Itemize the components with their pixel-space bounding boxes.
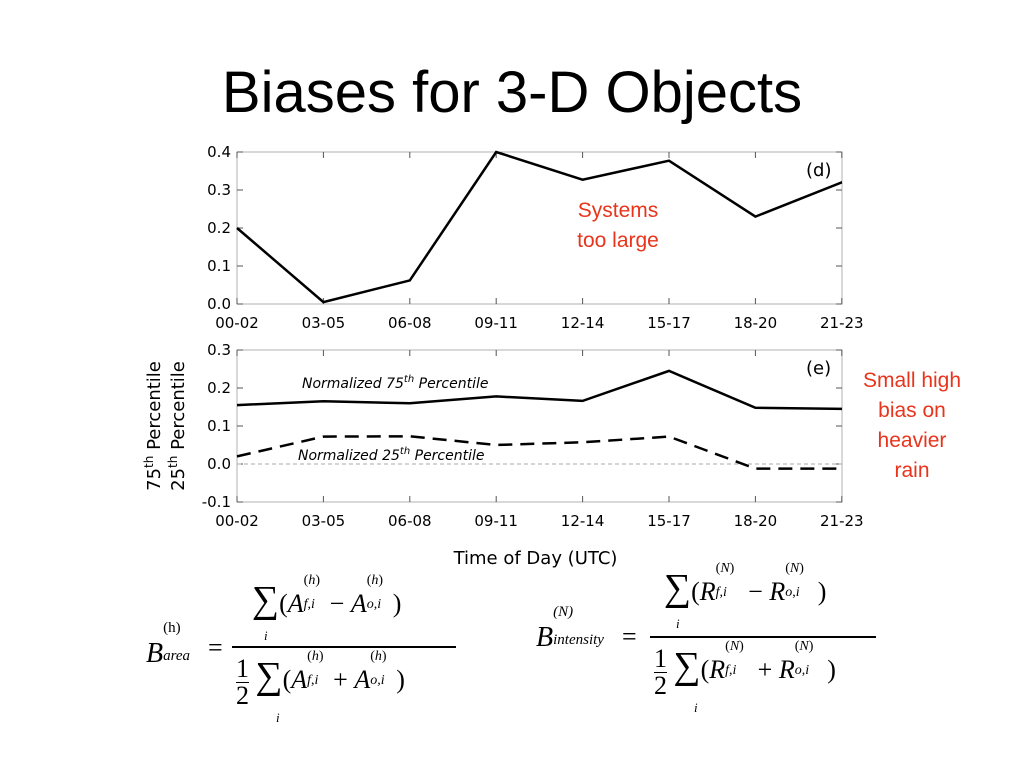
y-tick-label: 0.0 [207, 295, 231, 313]
intensity-bias-note: Small high bias on heavier rain [842, 366, 982, 486]
y-tick-label: -0.1 [202, 493, 231, 511]
panel-label: (e) [806, 358, 831, 379]
x-tick-label: 15-17 [647, 314, 691, 332]
panel-label: (d) [806, 160, 831, 181]
intensity-note-line-2: bias on [878, 399, 946, 422]
formula-intensity-lhs: B (N) intensity [536, 604, 604, 654]
x-tick-label: 18-20 [734, 314, 778, 332]
formula-intensity-equals: = [622, 622, 637, 651]
x-tick-label: 09-11 [474, 314, 518, 332]
x-tick-label: 12-14 [561, 512, 605, 530]
y-tick-label: 0.4 [207, 143, 231, 161]
x-tick-label: 18-20 [734, 512, 778, 530]
y-tick-label: 0.1 [207, 257, 231, 275]
x-tick-label: 03-05 [302, 314, 346, 332]
area-bias-note: Systems too large [548, 196, 688, 256]
x-tick-label: 21-23 [820, 314, 864, 332]
formula-intensity-symbol: B [536, 622, 554, 653]
formula-area-sup: (h) [163, 620, 181, 636]
area-bias-note-line-1: Systems [577, 199, 659, 222]
series-label-0: Normalized 75th Percentile [302, 374, 489, 392]
x-tick-label: 12-14 [561, 314, 605, 332]
formula-area-fraction-bar [232, 646, 456, 648]
series-line-1-1 [236, 435, 842, 470]
x-tick-label: 21-23 [820, 512, 864, 530]
formula-intensity-numerator: ∑(R (N) f,i − R (N) o,i ) i [664, 561, 827, 631]
y-tick-label: 0.3 [207, 341, 231, 359]
plot-frame-0 [236, 151, 843, 305]
y-tick-label: 0.2 [207, 379, 231, 397]
x-tick-label: 06-08 [388, 314, 432, 332]
x-tick-label: 03-05 [302, 512, 346, 530]
intensity-note-line-1: Small high [862, 369, 962, 392]
x-tick-label: 15-17 [647, 512, 691, 530]
plot-frame-1 [236, 349, 843, 503]
x-tick-label: 06-08 [388, 512, 432, 530]
formula-intensity-sup: (N) [553, 604, 574, 620]
y-axis-label-line: 25th Percentile [166, 361, 189, 491]
intensity-note-line-3: heavier [877, 429, 947, 452]
y-axis-label-line: 75th Percentile [142, 361, 165, 491]
formula-area-sub: area [163, 648, 191, 664]
formula-area-symbol: B [146, 638, 164, 669]
formula-area-numerator: ∑(A (h) f,i − A (h) o,i ) i [252, 573, 402, 643]
x-axis-label: Time of Day (UTC) [453, 548, 618, 569]
series-label-1: Normalized 25th Percentile [298, 446, 485, 464]
x-tick-label: 09-11 [474, 512, 518, 530]
intensity-note-line-4: rain [894, 459, 930, 482]
y-tick-label: 0.3 [207, 181, 231, 199]
y-tick-label: 0.1 [207, 417, 231, 435]
formula-intensity-fraction-bar [650, 636, 876, 638]
formula-area-lhs: B (h) area [146, 620, 190, 670]
y-tick-label: 0.2 [207, 219, 231, 237]
x-tick-label: 00-02 [215, 512, 259, 530]
x-tick-label: 00-02 [215, 314, 259, 332]
y-tick-label: 0.0 [207, 455, 231, 473]
slide-title: Biases for 3-D Objects [221, 60, 803, 125]
area-bias-note-line-2: too large [577, 229, 659, 252]
series-line-0-0 [236, 150, 843, 304]
formula-area-equals: = [208, 633, 223, 662]
formula-intensity-sub: intensity [553, 632, 604, 648]
